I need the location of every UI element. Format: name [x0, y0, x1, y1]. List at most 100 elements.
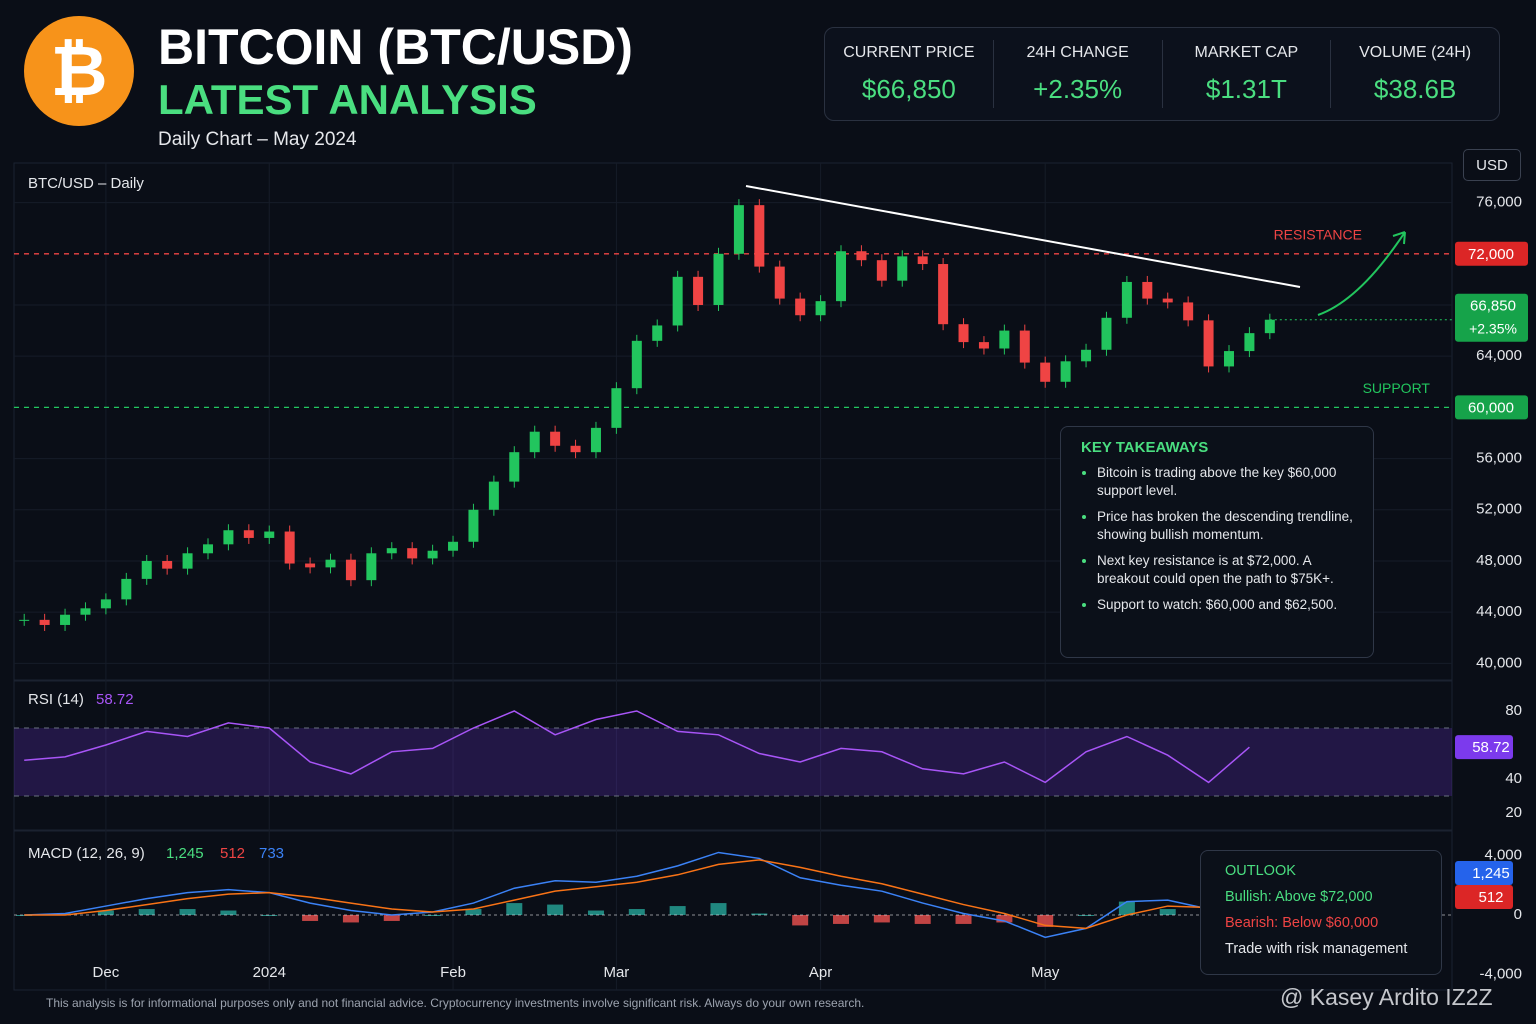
stat-label: MARKET CAP — [1194, 43, 1299, 61]
macd-line — [24, 859, 1250, 930]
candle — [366, 553, 377, 581]
stat-label: 24H CHANGE — [1026, 43, 1129, 61]
candle — [162, 560, 173, 569]
candle — [1121, 281, 1132, 318]
histogram-bar — [1118, 901, 1135, 915]
candle — [693, 276, 704, 305]
candle — [652, 325, 663, 341]
histogram-bar — [587, 910, 604, 915]
candle — [182, 553, 193, 569]
candle — [202, 544, 213, 554]
candle — [345, 559, 356, 581]
resistance-badge — [1455, 241, 1528, 266]
stat-label: CURRENT PRICE — [843, 43, 975, 61]
logo: ₿ — [24, 16, 134, 126]
candle — [80, 608, 91, 615]
candle — [509, 452, 520, 482]
candle — [39, 619, 50, 625]
outlook: OUTLOOK Bullish: Above $72,000 Bearish: … — [1200, 850, 1442, 975]
x-tick-label: May — [1031, 964, 1060, 981]
candle — [999, 330, 1010, 349]
histogram-bar — [302, 915, 319, 921]
candle — [243, 530, 254, 538]
candle — [325, 559, 336, 568]
caption: Daily Chart – May 2024 — [158, 129, 357, 150]
rsi-band — [14, 728, 1452, 796]
candle — [223, 530, 234, 545]
takeaway: Support to watch: $60,000 and $62,500. — [1097, 596, 1359, 614]
title: BITCOIN (BTC/USD) — [158, 19, 633, 75]
takeaway: Price has broken the descending trendlin… — [1097, 508, 1359, 544]
outlook-title: OUTLOOK — [1225, 863, 1296, 879]
candle — [60, 614, 71, 625]
candle — [917, 256, 928, 265]
histogram-bar — [342, 915, 359, 923]
candle — [754, 205, 765, 267]
candle — [100, 599, 111, 609]
takeaway: Next key resistance is at $72,000. A bre… — [1097, 552, 1359, 588]
histogram-bar — [914, 915, 931, 924]
y-tick-label: 80 — [1505, 702, 1522, 719]
stat-value: $66,850 — [861, 73, 956, 104]
disclaimer: This analysis is for informational purpo… — [46, 996, 865, 1010]
stat: CURRENT PRICE $66,850 — [825, 40, 994, 108]
candle — [1040, 362, 1051, 382]
legend-value: 1,245 — [166, 845, 204, 862]
candle — [407, 548, 418, 559]
candle — [386, 548, 397, 554]
candle — [856, 251, 867, 261]
candle — [1162, 298, 1173, 303]
histogram-bar — [1078, 915, 1095, 916]
y-tick-label: 52,000 — [1476, 501, 1522, 518]
histogram-bar — [833, 915, 850, 924]
histogram-bar — [955, 915, 972, 924]
stats-panel: CURRENT PRICE $66,850 24H CHANGE +2.35% MA… — [824, 27, 1500, 121]
histogram-bar — [424, 915, 441, 916]
histogram-bar — [220, 910, 237, 915]
x-tick-label: 2024 — [253, 964, 286, 981]
resistance-badge-label: 72,000 — [1468, 246, 1514, 263]
histogram-bar — [383, 915, 400, 921]
candle — [488, 481, 499, 510]
candle — [427, 550, 438, 559]
candle — [550, 431, 561, 446]
candle — [1081, 349, 1092, 362]
panel-title: MACD (12, 26, 9) — [28, 845, 145, 862]
rsi-badge — [1455, 735, 1513, 760]
key-takeaways-list: Bitcoin is trading above the key $60,000… — [1081, 464, 1359, 614]
candle — [611, 388, 622, 428]
y-tick-label: -4,000 — [1479, 966, 1522, 983]
candle — [815, 301, 826, 316]
last-price-label: 66,850 — [1470, 298, 1516, 315]
candle — [1223, 351, 1234, 367]
histogram-bar — [547, 904, 564, 915]
x-tick-label: Apr — [809, 964, 832, 981]
candle — [836, 251, 847, 302]
candle — [141, 560, 152, 579]
stat: 24H CHANGE +2.35% — [994, 40, 1163, 108]
candle — [795, 298, 806, 316]
stat: VOLUME (24H) $38.6B — [1331, 40, 1499, 108]
key-takeaways: KEY TAKEAWAYS Bitcoin is trading above t… — [1060, 426, 1374, 658]
macd-badge-label: 512 — [1478, 889, 1503, 906]
y-tick-label: 20 — [1505, 804, 1522, 821]
candle — [672, 276, 683, 326]
candle — [1203, 320, 1214, 367]
panel-title: RSI (14) — [28, 691, 84, 708]
last-price-change: +2.35% — [1469, 320, 1517, 336]
candle — [1101, 317, 1112, 350]
histogram-bar — [465, 909, 482, 915]
candle — [448, 541, 459, 551]
candle — [774, 266, 785, 299]
currency-button[interactable]: USD — [1463, 149, 1521, 181]
support-badge-label: 60,000 — [1468, 399, 1514, 416]
candle — [1244, 333, 1255, 352]
key-takeaways-title: KEY TAKEAWAYS — [1081, 439, 1209, 456]
histogram-bar — [506, 903, 523, 915]
stat-value: +2.35% — [1033, 73, 1123, 104]
macd-badge — [1455, 885, 1513, 909]
candle — [1019, 330, 1030, 363]
y-tick-label: 56,000 — [1476, 450, 1522, 467]
candle — [19, 619, 30, 621]
